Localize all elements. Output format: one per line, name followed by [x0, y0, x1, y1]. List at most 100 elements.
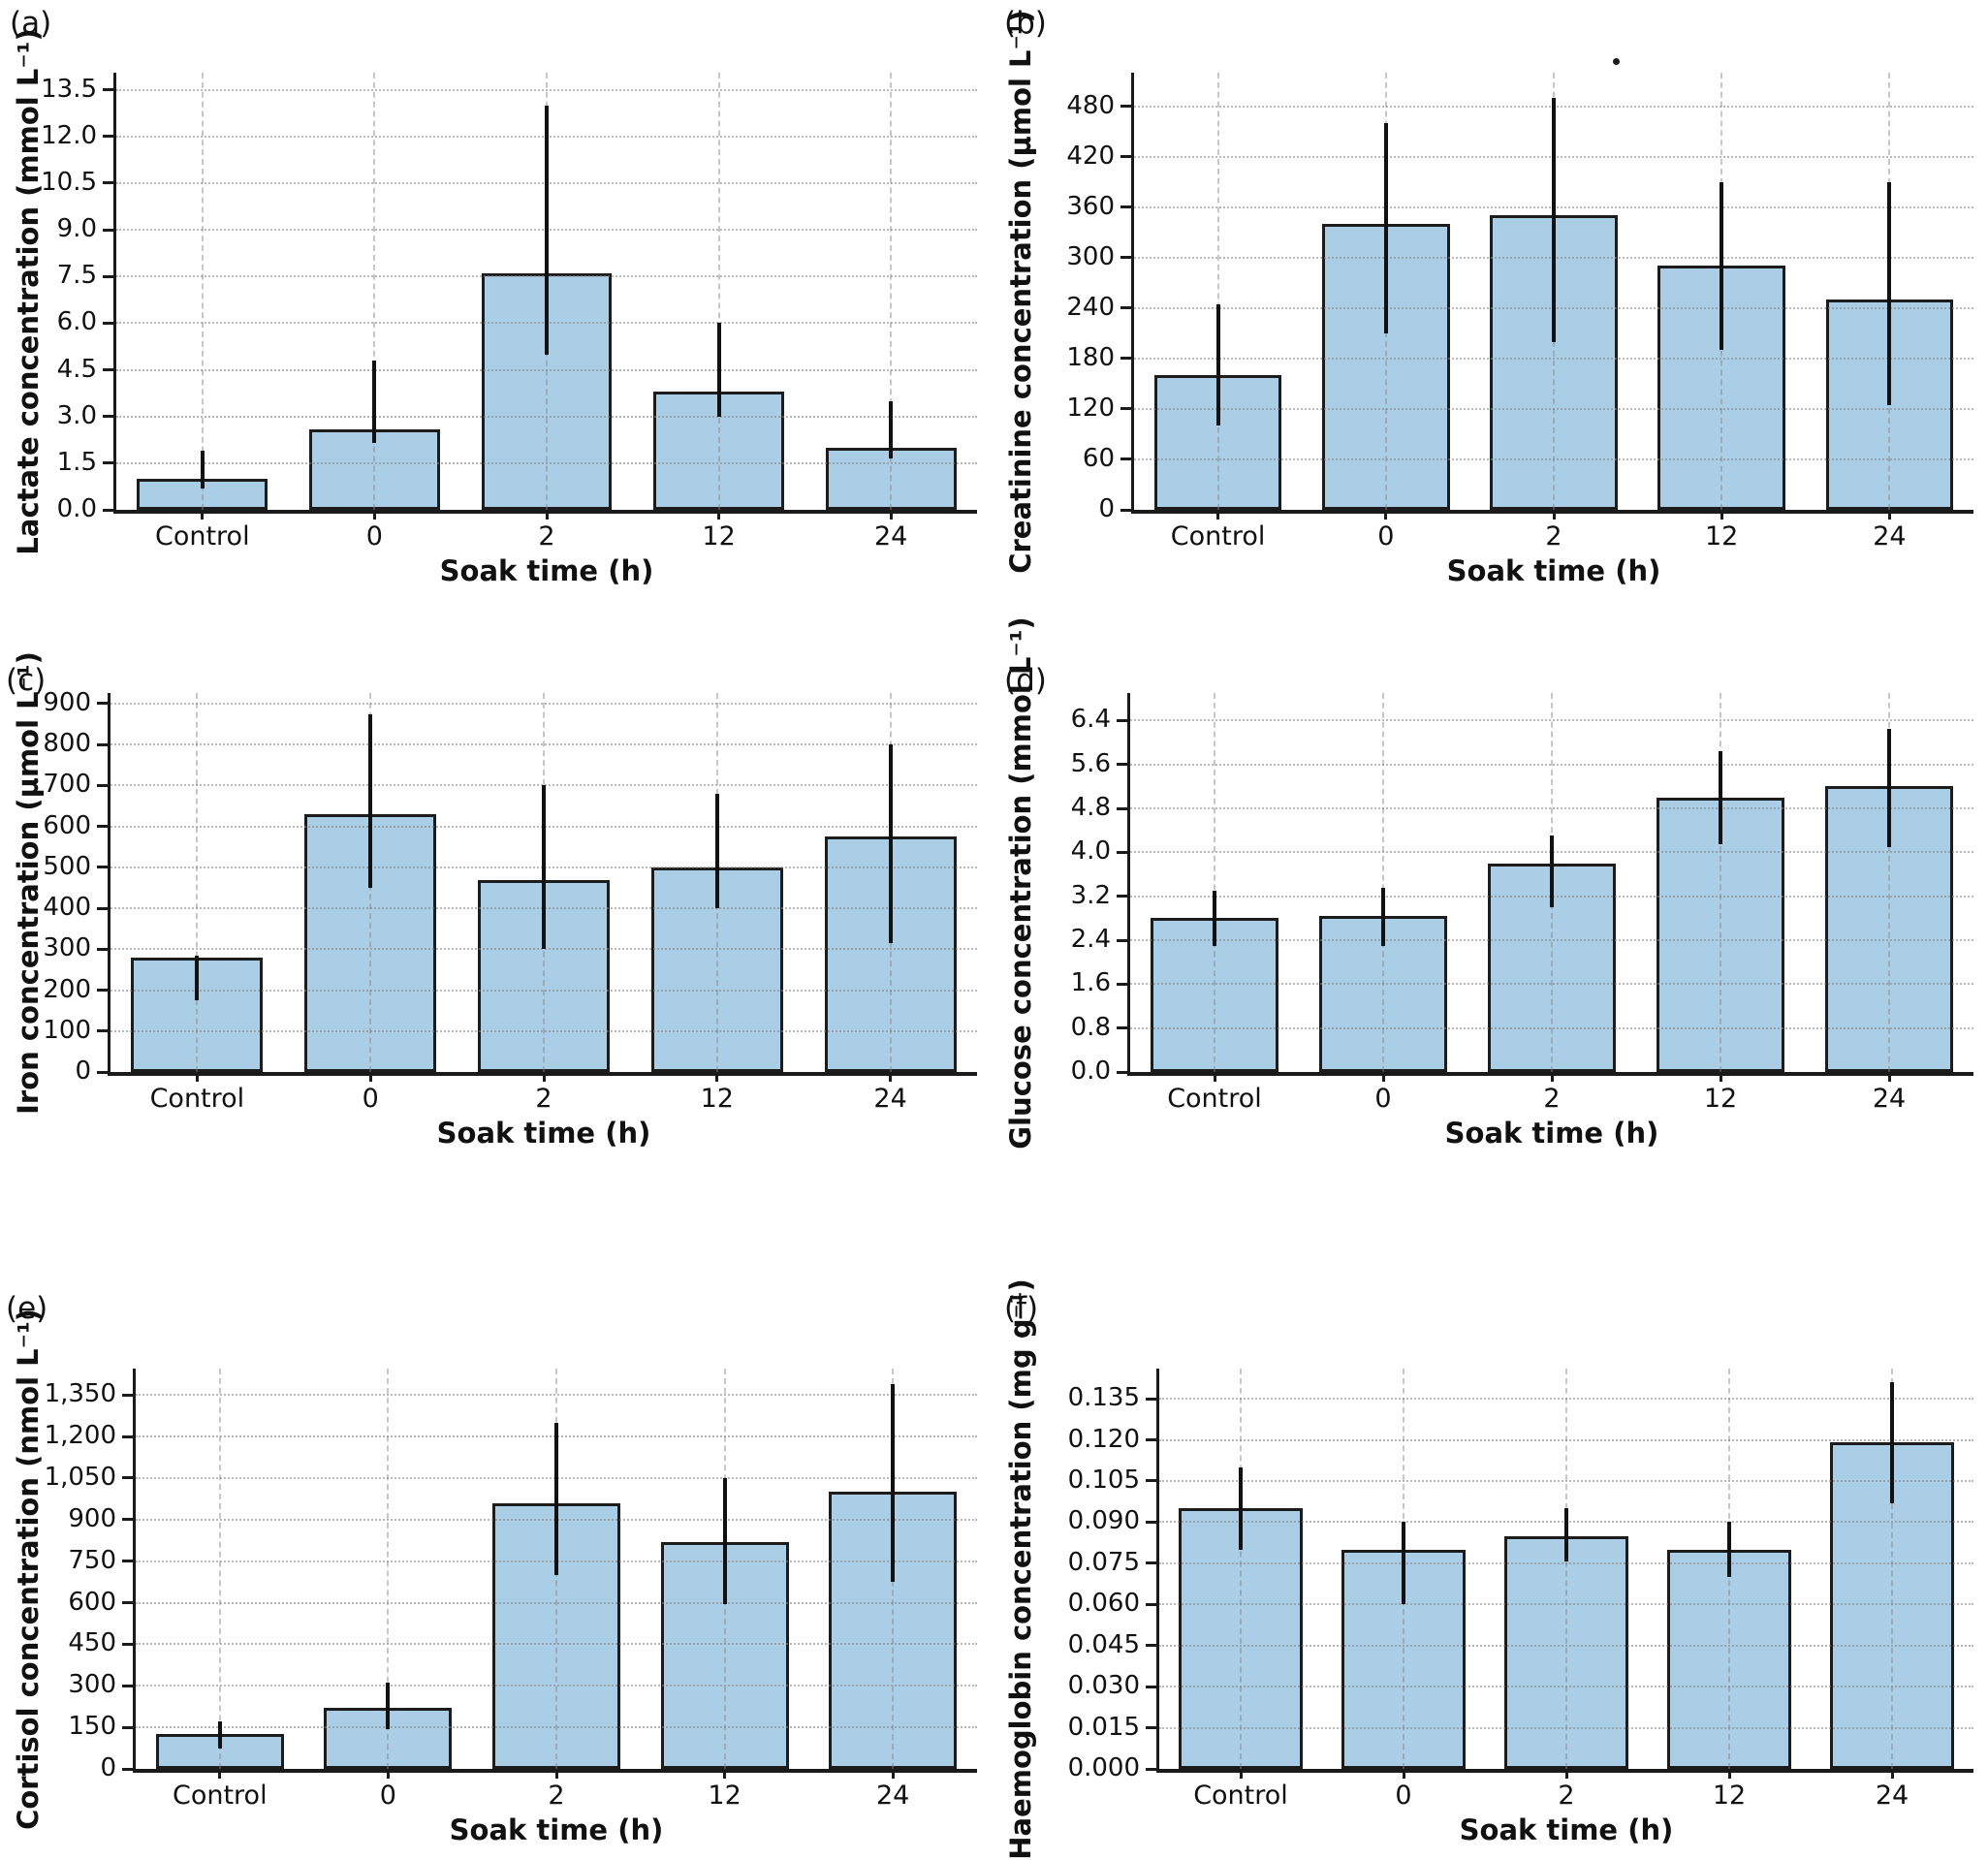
y-axis-line — [1131, 73, 1134, 514]
x-tick-mark — [368, 1072, 372, 1082]
y-tick-mark — [97, 702, 110, 706]
y-tick-label: 5.6 — [1070, 748, 1111, 778]
y-tick-mark — [1146, 1726, 1159, 1730]
x-tick-label: 2 — [535, 1084, 552, 1114]
horizontal-gridline — [110, 702, 977, 705]
error-bar-24 — [889, 400, 894, 459]
y-tick-label: 6.0 — [56, 307, 97, 337]
y-tick-mark — [1120, 508, 1134, 512]
y-tick-label: 0.030 — [1067, 1671, 1140, 1701]
horizontal-gridline — [110, 743, 977, 746]
x-tick-label: 24 — [874, 521, 908, 552]
error-bar-Control — [1239, 1466, 1243, 1550]
x-tick-label: Control — [149, 1084, 245, 1114]
x-tick-label: 12 — [1705, 521, 1739, 552]
x-axis-label-a: Soak time (h) — [439, 554, 654, 587]
bar-2 — [1490, 215, 1618, 510]
y-tick-mark — [1146, 1520, 1159, 1524]
x-tick-mark — [715, 1072, 719, 1082]
x-tick-mark — [1384, 510, 1388, 520]
y-tick-mark — [97, 1029, 110, 1033]
x-tick-label: Control — [172, 1781, 268, 1811]
y-tick-mark — [97, 742, 110, 746]
y-tick-mark — [1117, 806, 1130, 810]
y-axis-line — [108, 693, 110, 1076]
y-tick-label: 3.0 — [56, 400, 97, 430]
y-tick-label: 10.5 — [41, 167, 97, 197]
x-axis-label-b: Soak time (h) — [1446, 554, 1661, 587]
y-tick-label: 1,200 — [44, 1421, 116, 1451]
error-bar-0 — [372, 360, 377, 443]
x-axis-line — [1131, 510, 1973, 514]
x-tick-mark — [386, 1769, 390, 1779]
horizontal-gridline — [1130, 807, 1973, 809]
x-tick-label: 0 — [365, 521, 383, 552]
y-tick-label: 300 — [1066, 241, 1115, 271]
x-axis-label-f: Soak time (h) — [1459, 1813, 1674, 1846]
error-bar-12 — [1719, 750, 1722, 844]
y-tick-label: 0.075 — [1067, 1547, 1140, 1577]
horizontal-gridline — [110, 948, 977, 951]
y-tick-label: 300 — [43, 933, 91, 963]
vertical-gridline — [1888, 693, 1890, 1072]
x-tick-mark — [1552, 510, 1556, 520]
y-tick-label: 700 — [43, 770, 91, 800]
y-tick-label: 0.090 — [1067, 1506, 1140, 1536]
error-bar-24 — [1887, 181, 1892, 405]
x-tick-mark — [542, 1072, 546, 1082]
y-tick-label: 1,350 — [44, 1379, 116, 1409]
x-tick-mark — [891, 1769, 895, 1779]
horizontal-gridline — [1159, 1479, 1973, 1482]
y-tick-label: 800 — [43, 729, 91, 759]
x-axis-line — [108, 1072, 977, 1076]
x-tick-label: 2 — [1545, 521, 1562, 552]
y-tick-mark — [122, 1642, 136, 1646]
horizontal-gridline — [136, 1685, 977, 1687]
y-tick-mark — [122, 1560, 136, 1563]
vertical-gridline — [201, 73, 204, 510]
y-tick-mark — [1117, 1026, 1130, 1030]
horizontal-gridline — [136, 1726, 977, 1729]
y-tick-mark — [103, 508, 116, 512]
error-bar-2 — [1564, 1508, 1568, 1562]
x-tick-mark — [201, 510, 205, 520]
error-bar-0 — [368, 713, 373, 888]
y-tick-mark — [122, 1476, 136, 1480]
vertical-gridline — [1240, 1369, 1242, 1769]
y-tick-label: 750 — [68, 1545, 116, 1575]
y-tick-label: 900 — [68, 1503, 116, 1533]
x-tick-label: 12 — [700, 1084, 734, 1114]
y-tick-label: 1.6 — [1070, 968, 1111, 998]
y-tick-label: 0.0 — [1070, 1056, 1111, 1086]
error-bar-24 — [891, 1383, 896, 1583]
y-tick-label: 1.5 — [56, 447, 97, 477]
y-tick-mark — [1146, 1685, 1159, 1688]
y-tick-mark — [103, 228, 116, 232]
x-tick-label: 0 — [1377, 521, 1395, 552]
y-tick-mark — [1120, 357, 1134, 361]
bar-12 — [1656, 797, 1785, 1072]
y-tick-label: 3.2 — [1070, 880, 1111, 910]
x-tick-label: 24 — [873, 1084, 907, 1114]
y-tick-mark — [97, 906, 110, 910]
vertical-gridline — [1720, 693, 1721, 1072]
y-tick-mark — [122, 1518, 136, 1522]
y-tick-label: 480 — [1066, 90, 1115, 120]
panel-letter-d: (d) — [1004, 663, 1047, 698]
y-tick-mark — [1117, 1070, 1130, 1074]
y-tick-label: 200 — [43, 974, 91, 1004]
y-tick-mark — [1146, 1397, 1159, 1401]
y-tick-mark — [103, 135, 116, 139]
x-tick-label: 12 — [1703, 1084, 1738, 1114]
error-bar-0 — [1402, 1522, 1405, 1605]
vertical-gridline — [717, 73, 720, 510]
horizontal-gridline — [1159, 1686, 1973, 1688]
x-tick-mark — [723, 1769, 727, 1779]
y-tick-mark — [1146, 1438, 1159, 1442]
y-tick-label: 4.8 — [1070, 793, 1111, 822]
x-tick-mark — [1381, 1072, 1385, 1082]
y-tick-mark — [1120, 457, 1134, 461]
y-tick-mark — [1117, 895, 1130, 898]
y-tick-label: 60 — [1082, 443, 1115, 473]
y-tick-label: 0 — [100, 1753, 116, 1782]
